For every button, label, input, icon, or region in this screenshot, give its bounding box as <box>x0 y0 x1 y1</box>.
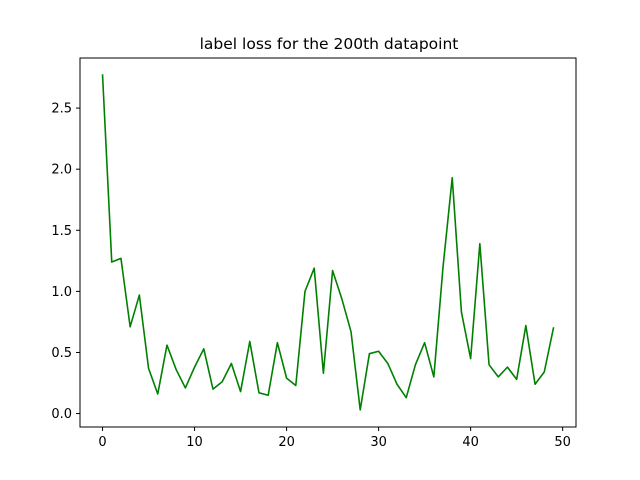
y-tick-label: 0.0 <box>51 407 72 422</box>
chart-title: label loss for the 200th datapoint <box>200 35 459 53</box>
y-tick-label: 1.5 <box>51 224 72 239</box>
x-tick-label: 20 <box>278 435 295 450</box>
x-tick-label: 30 <box>370 435 387 450</box>
y-tick-label: 1.0 <box>51 285 72 300</box>
x-tick-label: 0 <box>98 435 106 450</box>
x-tick-label: 40 <box>462 435 479 450</box>
plot-area: 0 10 20 30 40 50 0.0 0.5 1.0 1.5 2.0 2.5 <box>51 74 571 450</box>
series-line-0 <box>101 74 555 411</box>
x-tick-label: 50 <box>554 435 571 450</box>
y-tick-label: 2.5 <box>51 102 72 117</box>
y-tick-label: 2.0 <box>51 163 72 178</box>
y-tick-label: 0.5 <box>51 346 72 361</box>
x-tick-label: 10 <box>186 435 203 450</box>
axes-frame <box>79 57 577 428</box>
